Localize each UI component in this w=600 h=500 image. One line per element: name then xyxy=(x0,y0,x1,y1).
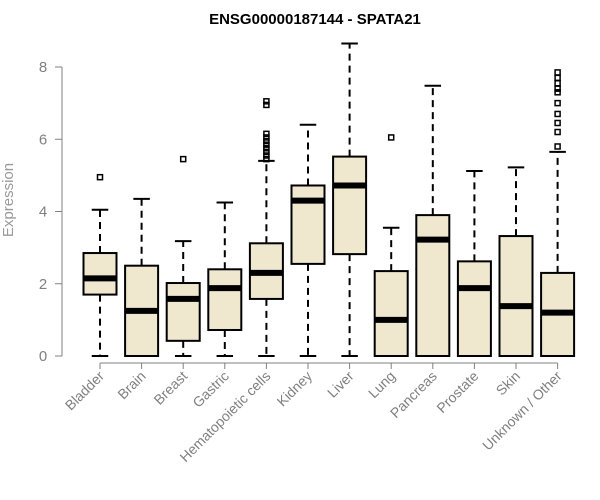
x-tick-label: Unknown / Other xyxy=(479,368,565,454)
outlier-point xyxy=(263,101,270,109)
y-tick-label: 0 xyxy=(39,348,47,365)
x-tick-label: Skin xyxy=(493,368,524,399)
outlier-point xyxy=(263,152,270,159)
y-tick-label: 4 xyxy=(39,204,47,221)
box-group xyxy=(248,98,284,357)
x-tick-label: Bladder xyxy=(62,368,108,414)
y-tick-label: 2 xyxy=(39,276,47,293)
box-group xyxy=(332,42,368,357)
iqr-box xyxy=(456,260,492,358)
box-group xyxy=(124,197,160,357)
box-group xyxy=(207,201,243,357)
outlier-point xyxy=(263,141,270,148)
x-tick-label: Prostate xyxy=(433,368,481,416)
outlier-point xyxy=(554,143,561,150)
outlier-point xyxy=(263,137,270,145)
y-axis: 0 2 4 6 8 xyxy=(39,59,63,365)
outlier-point xyxy=(387,134,395,141)
iqr-box xyxy=(82,252,118,296)
outlier-point xyxy=(554,110,561,118)
x-tick-label: Brain xyxy=(114,368,148,402)
box-group xyxy=(373,134,409,358)
outlier-point xyxy=(263,145,270,152)
x-tick-label: Lung xyxy=(365,368,398,401)
iqr-box xyxy=(165,282,201,342)
x-tick-label: Breast xyxy=(150,368,190,408)
y-axis-label: Expression xyxy=(0,163,17,237)
outlier-point xyxy=(554,99,561,107)
iqr-box xyxy=(332,155,368,256)
outlier-point xyxy=(554,85,561,92)
y-tick-label: 8 xyxy=(39,59,47,76)
outlier-point xyxy=(263,148,270,156)
outlier-point xyxy=(554,89,561,96)
iqr-box xyxy=(415,214,451,357)
outlier-point xyxy=(554,80,561,87)
box-group xyxy=(290,123,326,357)
iqr-box xyxy=(207,268,243,331)
iqr-box xyxy=(498,235,534,357)
outlier-point xyxy=(263,130,270,138)
y-tick-label: 6 xyxy=(39,131,47,148)
outlier-point xyxy=(554,74,561,82)
chart-title: ENSG00000187144 - SPATA21 xyxy=(209,11,421,28)
outlier-point xyxy=(263,98,270,105)
box-group xyxy=(456,170,492,358)
outlier-point xyxy=(96,173,104,181)
outlier-point xyxy=(263,155,270,163)
plot-area xyxy=(82,42,576,358)
box-group xyxy=(540,69,576,358)
outlier-point xyxy=(554,128,561,136)
outlier-point xyxy=(554,69,561,76)
outlier-point xyxy=(263,134,270,141)
outlier-point xyxy=(554,119,561,127)
box-group xyxy=(498,166,534,357)
iqr-box xyxy=(373,270,409,358)
outlier-point xyxy=(179,155,187,163)
x-tick-label: Liver xyxy=(324,368,357,401)
box-group xyxy=(165,155,201,357)
box-group xyxy=(82,173,118,357)
iqr-box xyxy=(290,184,326,265)
box-group xyxy=(415,84,451,357)
x-tick-label: Kidney xyxy=(274,368,316,410)
